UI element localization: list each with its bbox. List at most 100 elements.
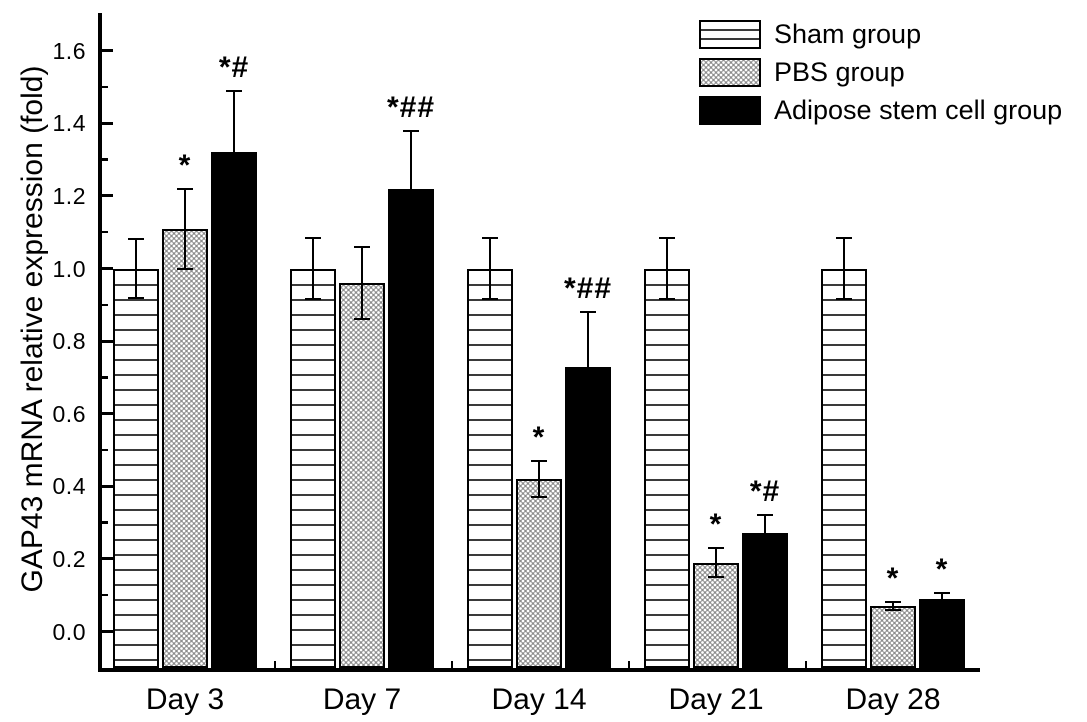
error-bar-cap-bottom <box>482 298 498 301</box>
y-axis-minor-tick <box>102 85 108 89</box>
bar-horizontal-lines-day-3 <box>113 268 159 668</box>
bar-crosshatch-dots-day-14 <box>516 479 562 668</box>
significance-marker: *## <box>563 272 613 306</box>
significance-marker: * <box>532 420 546 454</box>
y-axis-major-tick <box>102 49 113 53</box>
y-axis-major-tick <box>102 557 113 561</box>
error-bar-cap-top <box>934 592 950 595</box>
y-axis-major-tick <box>102 267 113 270</box>
error-bar-line <box>666 237 668 300</box>
y-axis-tick-label: 1.6 <box>52 37 86 64</box>
legend-row: Sham group <box>699 15 1062 53</box>
error-bar-cap-bottom <box>177 267 193 270</box>
y-axis-minor-tick <box>102 230 108 234</box>
error-bar-cap-bottom <box>580 419 596 422</box>
bar-horizontal-lines-day-7 <box>290 268 336 668</box>
legend-label: Adipose stem cell group <box>774 95 1063 125</box>
significance-marker: * <box>709 508 723 541</box>
plot-area: 0.0 0.2 0.4 0.6 0.8 1.0 1.2 1.4 1.6 Day 3 Day 7 Day… <box>53 13 980 716</box>
error-bar-cap-top <box>177 187 193 190</box>
error-bar-line <box>361 246 363 320</box>
error-bar-cap-top <box>659 236 675 239</box>
error-bar-line <box>587 312 589 421</box>
y-axis-tick-label: 0.4 <box>52 473 86 500</box>
error-bar-cap-top <box>531 459 547 462</box>
error-bar-cap-top <box>128 238 144 241</box>
error-bar-line <box>489 237 491 300</box>
error-bar-cap-top <box>226 89 242 92</box>
bar-crosshatch-dots-day-7 <box>339 283 385 668</box>
significance-marker: *## <box>386 90 436 124</box>
error-bar-cap-top <box>757 514 773 517</box>
error-bar-cap-bottom <box>934 603 950 606</box>
error-bar-line <box>764 515 766 552</box>
y-axis-tick-label: 0.8 <box>52 328 86 355</box>
significance-marker: *# <box>749 475 781 509</box>
legend-swatch-solid-black <box>699 95 761 125</box>
error-bar-cap-top <box>403 129 419 132</box>
x-category-label: Day 14 <box>491 683 587 716</box>
bar-horizontal-lines-day-28 <box>821 268 867 668</box>
bar-solid-black-day-7 <box>388 188 434 668</box>
y-axis-major-tick <box>102 484 113 488</box>
error-bar-line <box>892 601 894 611</box>
y-axis-minor-tick <box>102 376 108 379</box>
y-axis-major-tick <box>102 121 113 125</box>
error-bar-line <box>715 548 717 578</box>
x-category-label: Day 3 <box>145 683 225 716</box>
error-bar-cap-bottom <box>757 550 773 553</box>
error-bar-cap-top <box>580 311 596 314</box>
y-axis-tick-label: 0.0 <box>52 618 86 645</box>
bar-crosshatch-dots-day-28 <box>870 606 916 668</box>
legend-swatch-horizontal-lines <box>699 19 761 49</box>
error-bar-cap-bottom <box>708 576 724 579</box>
legend-row: PBS group <box>699 53 1062 91</box>
error-bar-cap-top <box>354 245 370 248</box>
bar-solid-black-day-3 <box>211 152 257 668</box>
bar-solid-black-day-28 <box>919 598 965 668</box>
x-axis-spine <box>98 668 980 672</box>
y-axis-minor-tick <box>102 303 108 307</box>
bar-horizontal-lines-day-21 <box>644 268 690 668</box>
bar-solid-black-day-21 <box>742 533 788 668</box>
y-axis-tick-label: 1.4 <box>52 110 86 137</box>
error-bar-cap-top <box>708 547 724 549</box>
error-bar-cap-top <box>482 236 498 239</box>
error-bar-cap-top <box>836 236 852 239</box>
y-axis-minor-tick <box>102 593 108 597</box>
x-axis-minor-tick <box>804 661 807 668</box>
bar-crosshatch-dots-day-3 <box>162 228 208 668</box>
y-axis-minor-tick <box>102 158 108 161</box>
error-bar-cap-top <box>305 236 321 239</box>
error-bar-cap-bottom <box>836 298 852 301</box>
error-bar-line <box>843 237 845 300</box>
error-bar-line <box>312 237 314 300</box>
bar-crosshatch-dots-day-21 <box>693 562 739 668</box>
y-axis-tick-label: 1.0 <box>52 255 86 282</box>
x-category-label: Day 7 <box>322 683 402 716</box>
legend: Sham group PBS group Adipose stem cell gro… <box>699 15 1062 129</box>
error-bar-line <box>410 130 412 247</box>
y-axis-major-tick <box>102 630 113 633</box>
error-bar-cap-top <box>885 600 901 603</box>
y-axis-tick-label: 0.2 <box>52 545 86 572</box>
y-axis-tick-label: 0.6 <box>52 400 86 427</box>
significance-marker: * <box>886 561 900 595</box>
error-bar-cap-bottom <box>305 298 321 301</box>
x-axis-minor-tick <box>273 661 276 668</box>
y-axis-spine <box>98 13 102 672</box>
error-bar-cap-bottom <box>226 213 242 216</box>
error-bar-cap-bottom <box>531 496 547 499</box>
y-axis-minor-tick <box>102 521 108 524</box>
bar-solid-black-day-14 <box>565 366 611 668</box>
error-bar-line <box>233 90 235 215</box>
error-bar-cap-bottom <box>128 296 144 299</box>
y-axis-major-tick <box>102 194 113 198</box>
y-axis-major-tick <box>102 412 113 416</box>
significance-marker: * <box>178 148 192 182</box>
legend-row: Adipose stem cell group <box>699 91 1062 129</box>
x-category-label: Day 28 <box>845 683 941 716</box>
error-bar-cap-bottom <box>403 245 419 248</box>
error-bar-cap-bottom <box>354 318 370 321</box>
y-axis-minor-tick <box>102 448 108 452</box>
